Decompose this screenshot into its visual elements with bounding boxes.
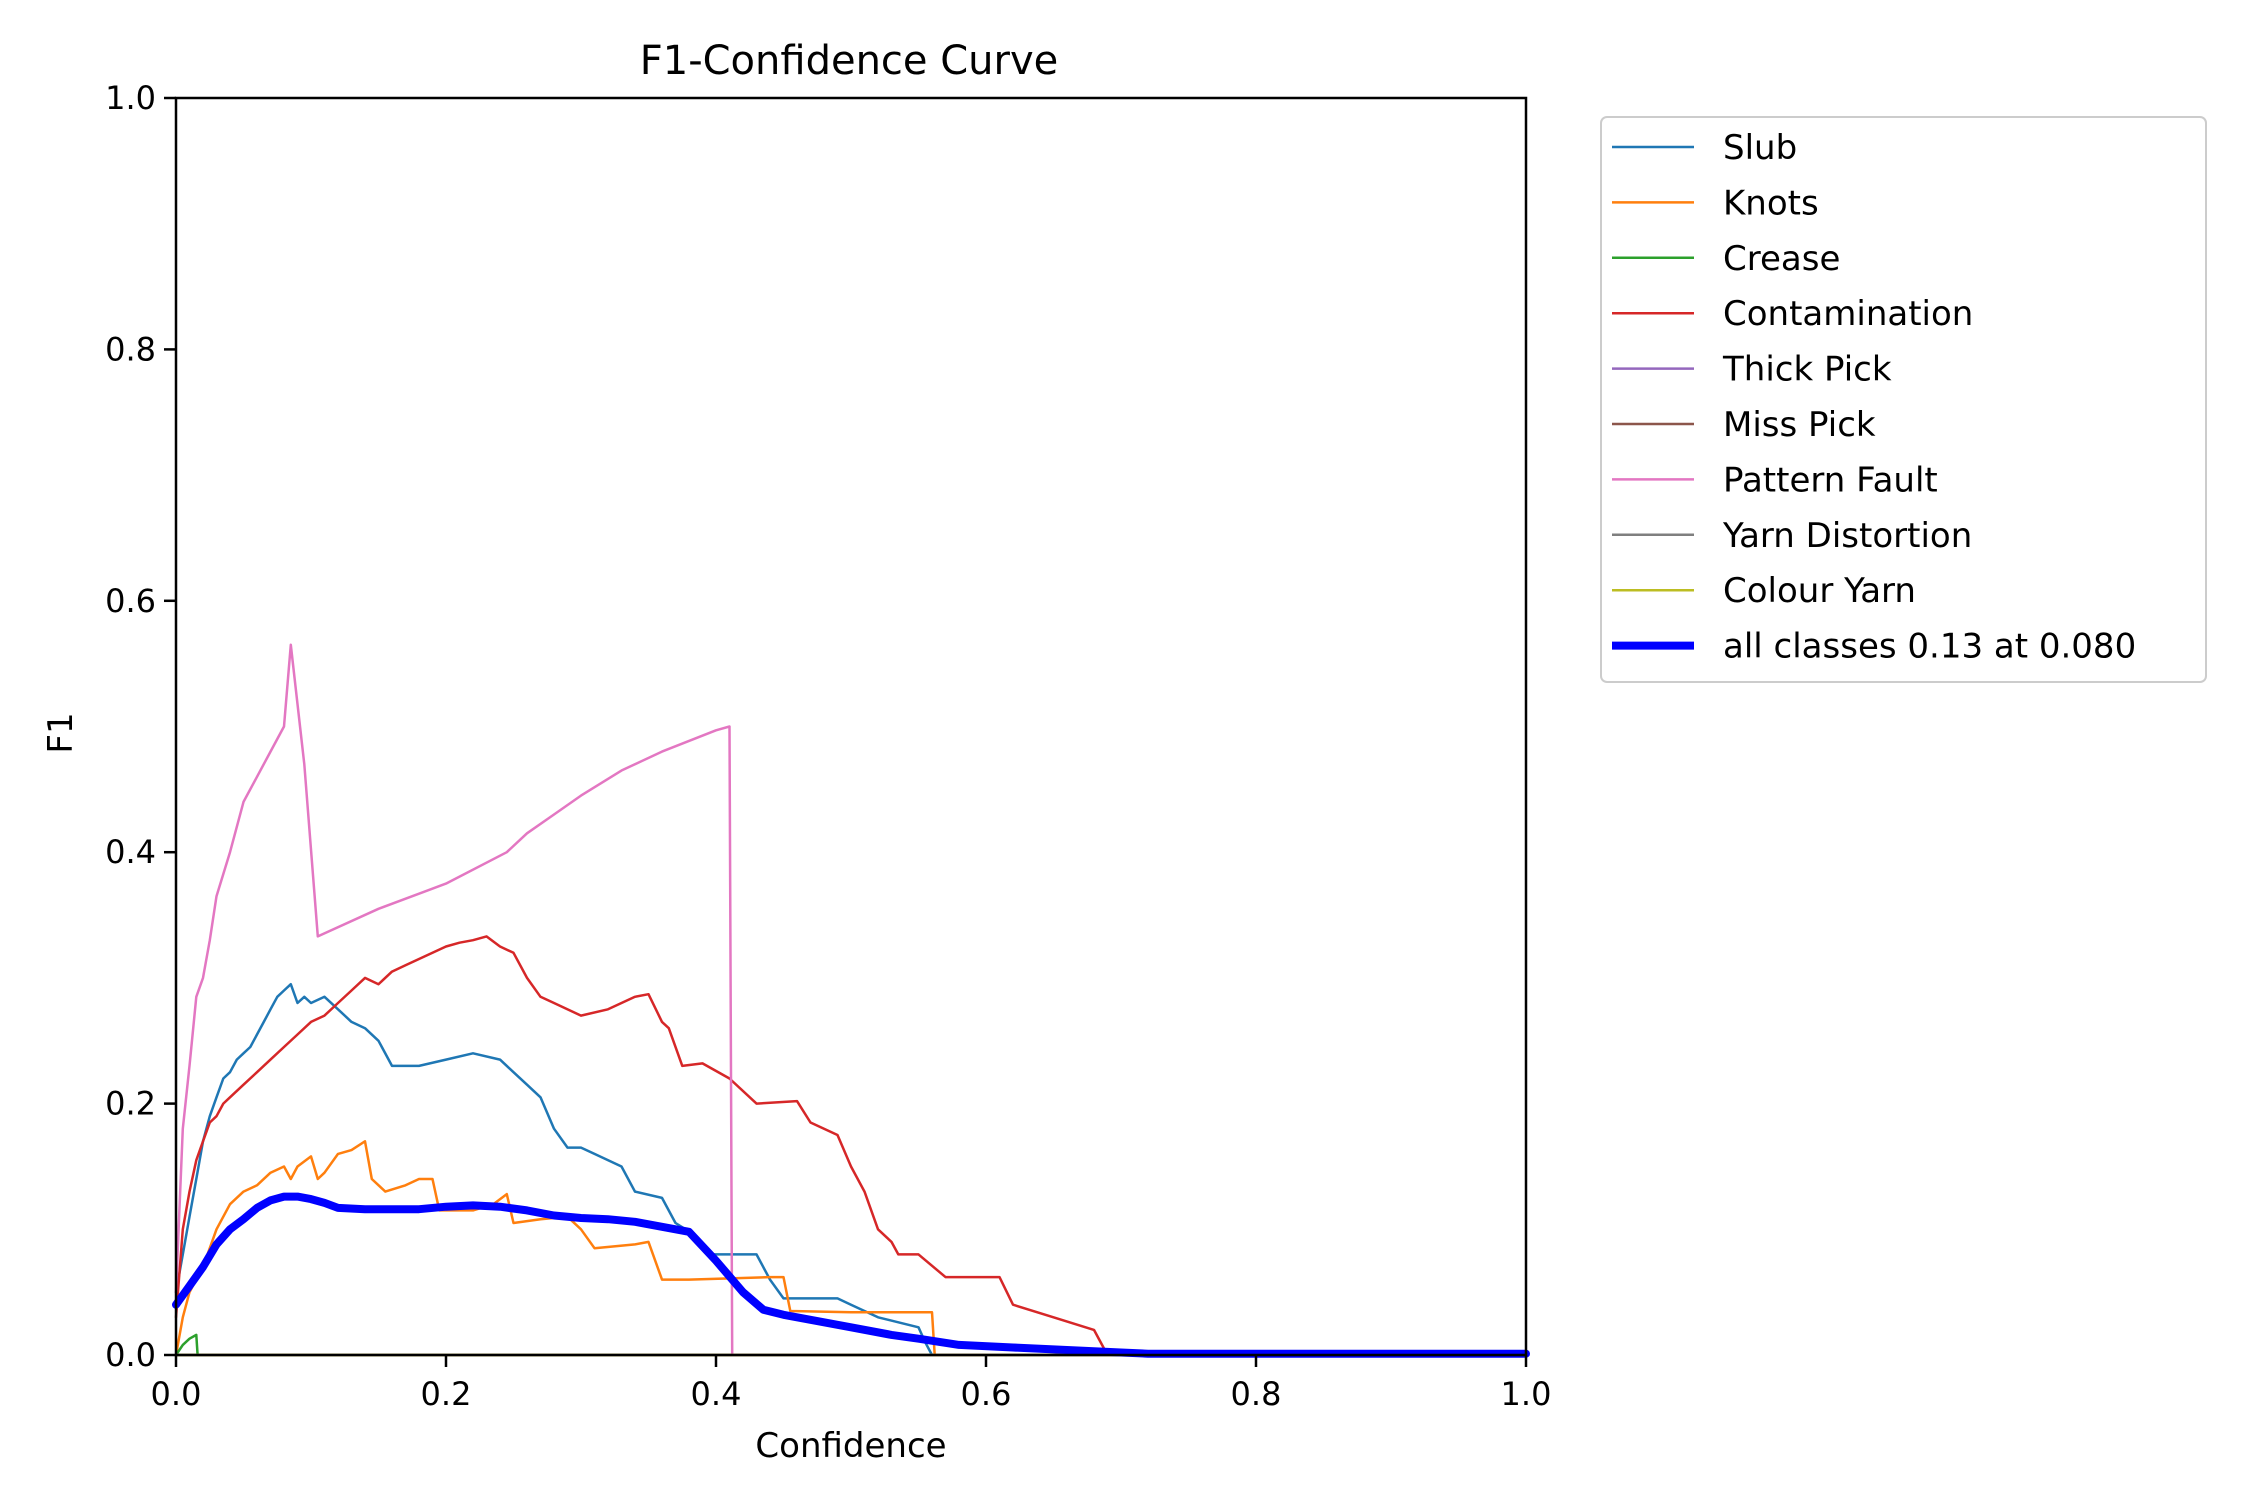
y-tick-label: 0.6	[105, 582, 156, 620]
y-tick-label: 0.2	[105, 1085, 156, 1123]
x-axis-ticks: 0.0 0.2 0.4 0.6 0.8 1.0	[151, 1355, 1552, 1413]
x-tick-label: 1.0	[1501, 1375, 1552, 1413]
y-axis-ticks: 0.0 0.2 0.4 0.6 0.8 1.0	[105, 79, 176, 1374]
legend-label: Contamination	[1723, 294, 1973, 334]
legend-label: Slub	[1723, 128, 1797, 168]
legend-label: Colour Yarn	[1723, 571, 1916, 611]
y-tick-label: 0.8	[105, 330, 156, 368]
legend-label: all classes 0.13 at 0.080	[1723, 627, 2136, 667]
legend-label: Yarn Distortion	[1722, 516, 1972, 556]
chart-title: F1-Confidence Curve	[640, 38, 1059, 84]
series-line-6	[174, 643, 1528, 1357]
legend-label: Thick Pick	[1722, 350, 1892, 390]
y-tick-label: 0.4	[105, 833, 156, 871]
plot-series	[172, 643, 1530, 1358]
legend-label: Crease	[1723, 239, 1840, 279]
series-line-0	[174, 982, 1528, 1357]
legend-box	[1600, 116, 2207, 683]
y-tick-label: 0.0	[105, 1336, 156, 1374]
y-tick-label: 1.0	[105, 79, 156, 117]
series-line-9	[172, 1192, 1530, 1358]
x-tick-label: 0.2	[421, 1375, 472, 1413]
legend-label: Miss Pick	[1723, 405, 1876, 445]
series-line-3	[174, 935, 1528, 1357]
legend-label: Pattern Fault	[1723, 460, 1938, 500]
x-tick-label: 0.6	[961, 1375, 1012, 1413]
legend: Slub Knots Crease Contamination Thick Pick Mi…	[1600, 116, 2207, 683]
x-tick-label: 0.4	[691, 1375, 742, 1413]
y-axis-label: F1	[41, 712, 81, 753]
x-tick-label: 0.0	[151, 1375, 202, 1413]
legend-items: Slub Knots Crease Contamination Thick Pick Mi…	[1612, 128, 2136, 667]
x-axis-label: Confidence	[755, 1426, 946, 1466]
legend-label: Knots	[1723, 183, 1819, 223]
plot-frame	[174, 96, 1528, 1357]
series-line-1	[174, 1140, 1528, 1357]
x-tick-label: 0.8	[1231, 1375, 1282, 1413]
